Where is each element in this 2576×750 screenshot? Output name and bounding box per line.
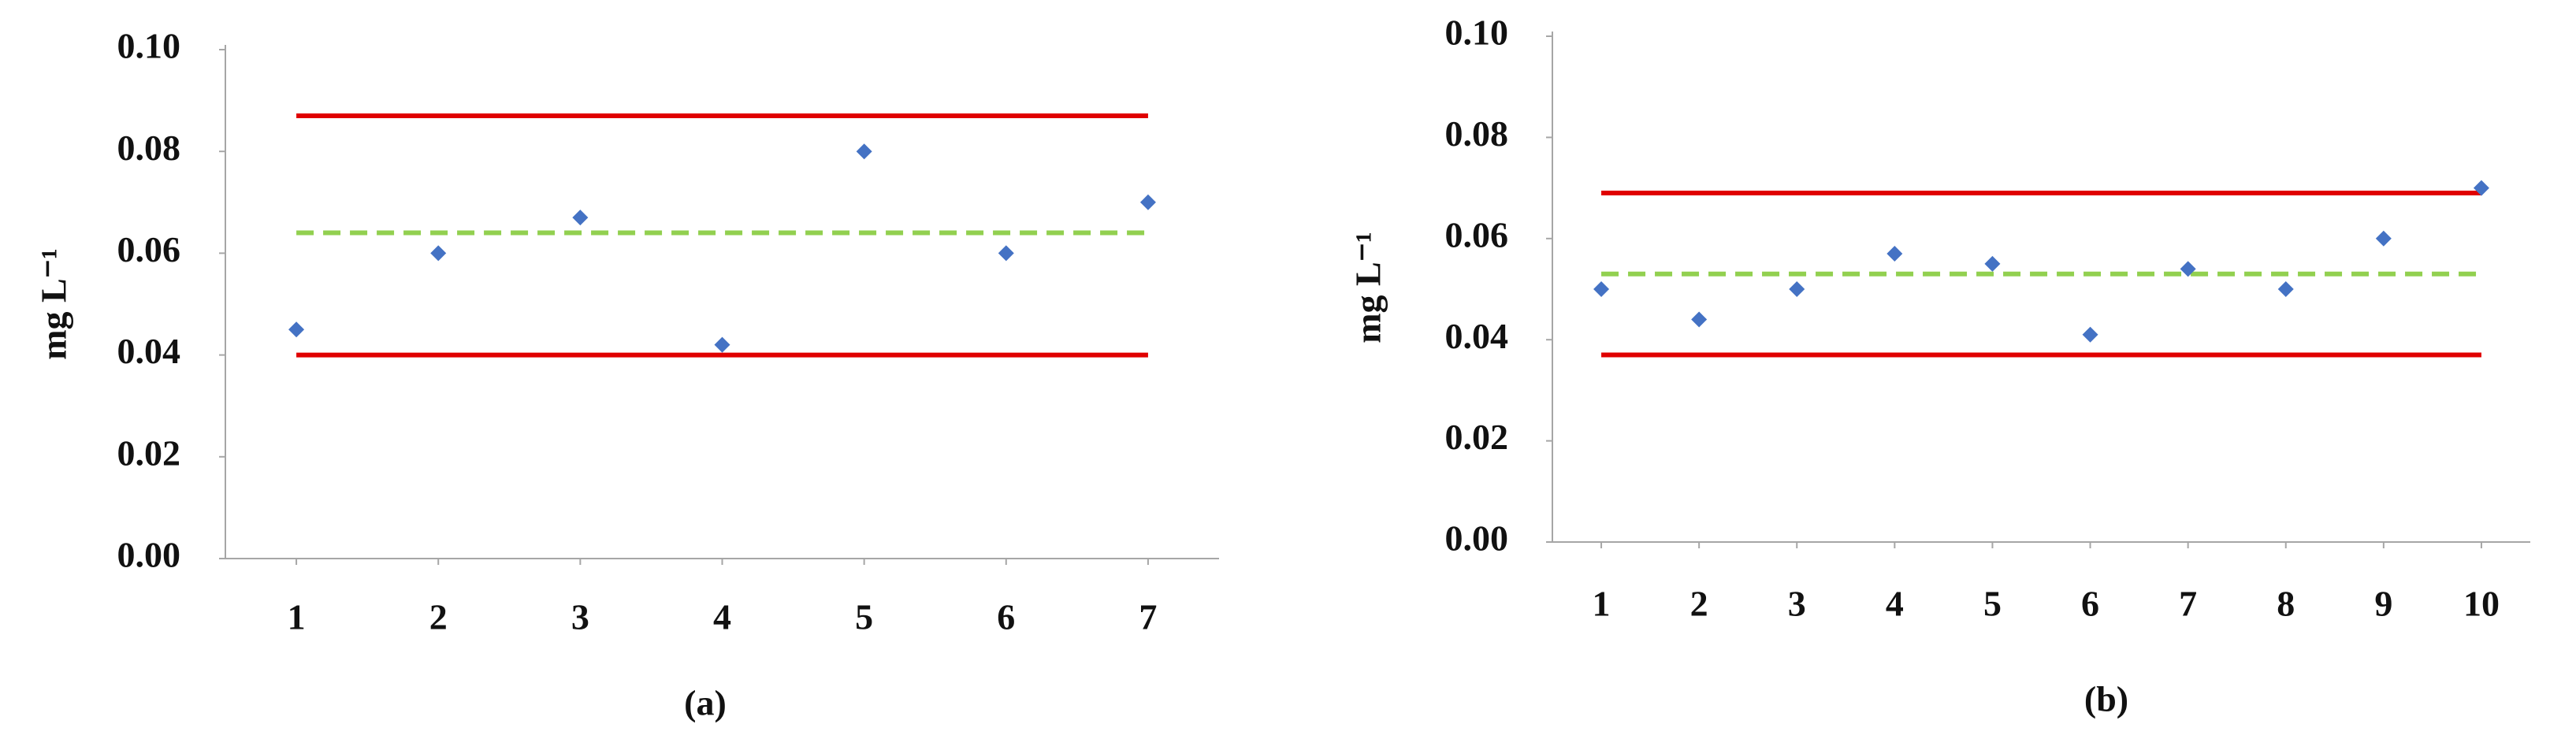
y-tick-label: 0.04	[117, 331, 181, 371]
data-point	[1984, 255, 2001, 272]
y-tick-label: 0.06	[1445, 214, 1509, 254]
data-point	[2473, 180, 2489, 196]
data-point	[2180, 261, 2196, 277]
data-point	[1789, 281, 1805, 297]
y-tick-label: 0.02	[1445, 417, 1509, 457]
y-tick-label: 0.00	[117, 535, 181, 575]
data-point	[714, 336, 730, 353]
data-point	[2277, 281, 2294, 297]
y-axis-label: mg L⁻¹	[1348, 232, 1388, 343]
x-tick-label: 3	[1788, 584, 1806, 624]
x-tick-label: 6	[997, 597, 1015, 637]
data-point	[856, 143, 872, 160]
y-tick-label: 0.10	[1445, 13, 1509, 53]
x-tick-label: 9	[2374, 584, 2392, 624]
x-tick-label: 1	[288, 597, 306, 637]
x-tick-label: 6	[2081, 584, 2099, 624]
x-tick-label: 8	[2277, 584, 2295, 624]
caption: (b)	[2084, 679, 2128, 719]
y-tick-label: 0.08	[1445, 113, 1509, 154]
data-point	[1593, 281, 1610, 297]
x-tick-label: 4	[1886, 584, 1904, 624]
data-point	[572, 210, 589, 226]
data-point	[288, 321, 305, 338]
data-point	[1691, 311, 1708, 328]
x-tick-label: 7	[1139, 597, 1157, 637]
x-tick-label: 5	[1983, 584, 2002, 624]
x-tick-label: 10	[2463, 584, 2500, 624]
y-tick-label: 0.10	[117, 26, 181, 66]
y-axis-label: mg L⁻¹	[34, 248, 74, 360]
x-tick-label: 2	[1690, 584, 1708, 624]
x-tick-label: 2	[429, 597, 448, 637]
data-point	[430, 245, 447, 262]
y-tick-label: 0.08	[117, 128, 181, 168]
data-point	[1886, 246, 1903, 262]
data-point	[1139, 194, 1156, 210]
data-point	[998, 245, 1014, 262]
x-tick-label: 3	[571, 597, 589, 637]
x-tick-label: 4	[713, 597, 731, 637]
y-tick-label: 0.04	[1445, 316, 1509, 356]
x-tick-label: 1	[1593, 584, 1611, 624]
data-point	[2082, 326, 2098, 343]
x-tick-label: 7	[2179, 584, 2197, 624]
y-tick-label: 0.02	[117, 433, 181, 473]
y-tick-label: 0.06	[117, 229, 181, 269]
x-tick-label: 5	[855, 597, 873, 637]
data-point	[2375, 230, 2392, 247]
caption: (a)	[684, 683, 727, 723]
y-tick-label: 0.00	[1445, 518, 1509, 559]
